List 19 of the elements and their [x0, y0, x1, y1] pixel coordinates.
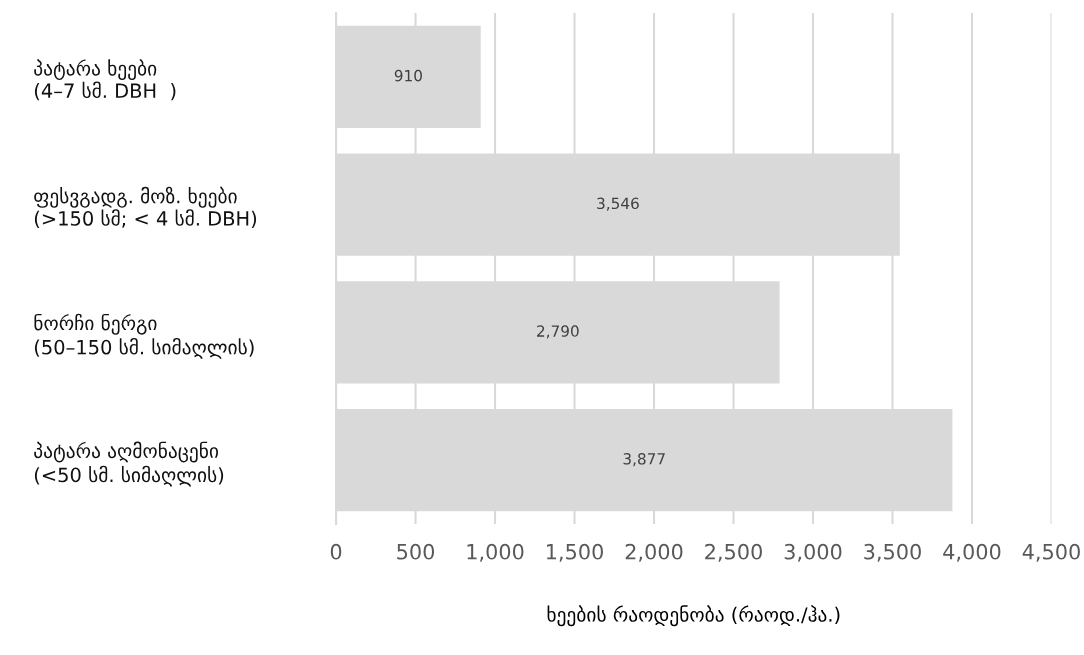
x-tick-label: 2,000: [625, 543, 683, 562]
data-label: 3,877: [623, 453, 665, 467]
x-tick-label: 1,500: [546, 543, 603, 562]
y-tick-label: პატარა აღმონაცენი (<50 სმ. სიმაღლის): [34, 441, 224, 487]
x-tick-label: 4,500: [1022, 543, 1080, 562]
x-tick-label: 3,500: [864, 543, 921, 562]
x-tick-label: 500: [397, 543, 435, 560]
x-tick-label: 4,000: [943, 543, 1001, 562]
x-tick-label: 0: [330, 543, 342, 560]
data-label: 910: [394, 69, 422, 82]
y-tick-label: პატარა ხეები (4–7 სმ. DBH ): [34, 59, 176, 101]
y-tick-label: ნორჩი ნერგი (50–150 სმ. სიმაღლის): [34, 313, 254, 359]
data-label: 3,546: [597, 197, 639, 211]
y-tick-label: ფესვგადგ. მოზ. ხეები (>150 სმ; < 4 სმ. DBH): [34, 186, 257, 229]
x-tick-label: 2,500: [705, 543, 762, 562]
x-tick-label: 3,000: [784, 543, 842, 562]
data-label: 2,790: [537, 325, 579, 339]
x-axis-title: ხეების რაოდენობა (რაოდ./ჰა.): [547, 605, 840, 627]
x-tick-label: 1,000: [467, 543, 524, 562]
